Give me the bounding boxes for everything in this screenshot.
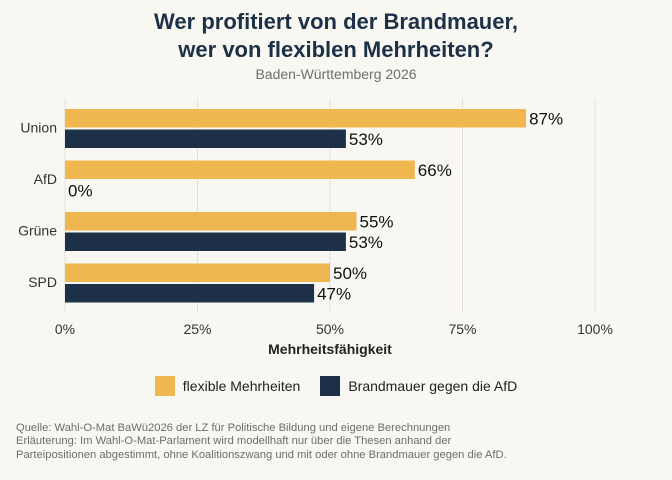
category-label-1: AfD [34,171,57,187]
value-label-s0-c3: 50% [333,264,367,283]
x-tick-label-2: 50% [316,321,344,337]
legend: flexible Mehrheiten Brandmauer gegen die… [0,376,672,396]
value-label-s0-c1: 66% [418,161,452,180]
footer-notes: Quelle: Wahl-O-Mat BaWü2026 der LZ für P… [16,422,661,462]
legend-swatch-flexible [154,376,175,396]
bar-chart: 0% 25% 50% 75% 100% Mehrheitsfähigkeit Union 87… [18,98,613,357]
x-tick-label-1: 25% [183,321,211,337]
legend-item-flexible: flexible Mehrheiten [154,376,301,396]
chart-subtitle: Baden-Württemberg 2026 [255,66,417,82]
x-tick-label-4: 100% [577,321,613,337]
chart-title-line-2: wer von flexiblen Mehrheiten? [178,37,494,62]
bar-s0-c0 [65,109,527,128]
value-label-s0-c0: 87% [529,109,563,128]
value-label-s1-c0: 53% [349,130,383,149]
value-label-s0-c2: 55% [360,212,394,231]
bar-s1-c0 [65,129,346,148]
x-tick-label-3: 75% [448,321,476,337]
bar-s0-c3 [65,263,330,282]
legend-swatch-brandmauer [320,376,341,396]
bar-s1-c3 [65,284,315,303]
chart-title-line-1: Wer profitiert von der Brandmauer, [154,9,518,34]
bar-s0-c1 [65,160,415,179]
category-label-3: SPD [28,274,57,290]
chart-title: Wer profitiert von der Brandmauer, wer v… [0,8,672,64]
x-tick-label-0: 0% [55,321,75,337]
bar-s0-c2 [65,212,357,231]
category-label-0: Union [20,120,57,136]
footer-source: Quelle: Wahl-O-Mat BaWü2026 der LZ für P… [16,422,451,434]
bar-s1-c2 [65,232,346,251]
footer-explanation-2: Parteipositionen abgestimmt, ohne Koalit… [16,448,507,461]
value-label-s1-c3: 47% [317,284,351,303]
category-label-2: Grüne [18,223,57,239]
value-label-s1-c2: 53% [349,233,383,252]
footer-explanation-1: Erläuterung: Im Wahl-O-Mat-Parlament wir… [16,435,452,448]
value-label-s1-c1: 0% [68,181,93,200]
legend-label-flexible: flexible Mehrheiten [182,378,301,394]
legend-item-brandmauer: Brandmauer gegen die AfD [320,376,517,396]
x-axis-label: Mehrheitsfähigkeit [268,341,392,357]
legend-label-brandmauer: Brandmauer gegen die AfD [348,378,518,394]
